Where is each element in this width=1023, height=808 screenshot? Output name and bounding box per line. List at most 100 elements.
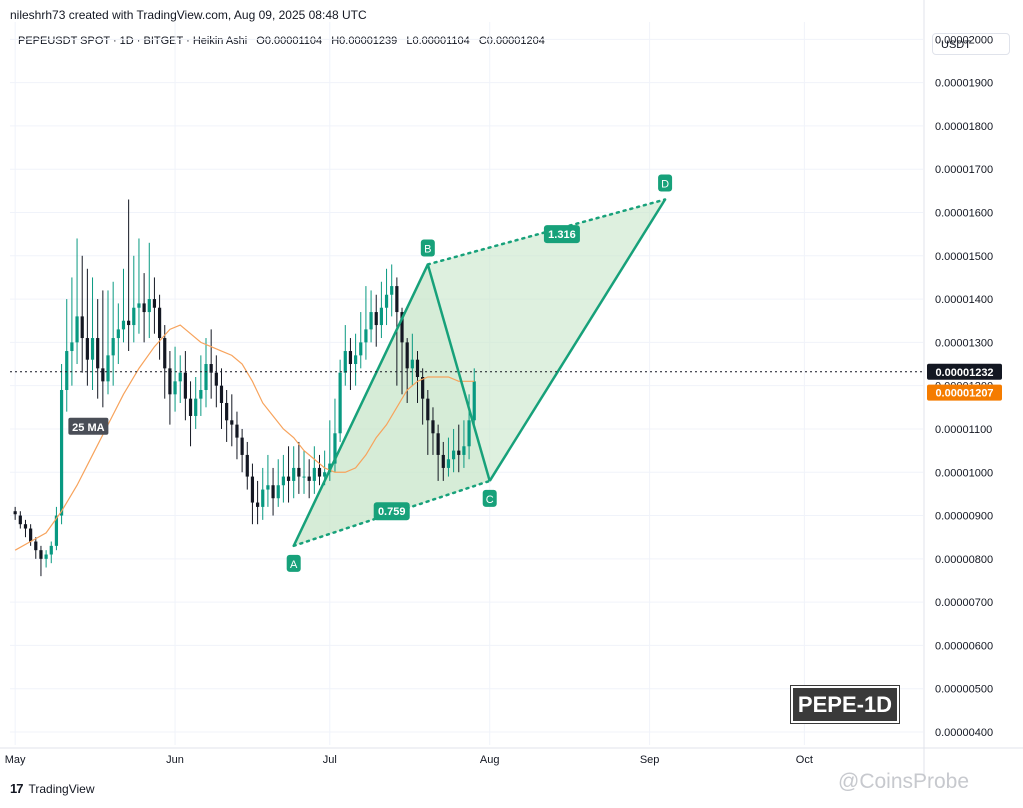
x-tick-label: Jul (323, 754, 337, 766)
tradingview-logo-text: TradingView (28, 781, 95, 796)
ohlc-open: O0.00001104 (256, 35, 323, 47)
candle-body (178, 372, 182, 382)
candle-body (323, 472, 327, 477)
candle-body (49, 545, 53, 555)
candle-body (199, 389, 203, 399)
pattern-point-label: D (661, 179, 669, 191)
pattern-dotted-leg (426, 198, 667, 266)
pattern-fill-abc (293, 264, 490, 546)
candle-body (96, 338, 100, 369)
candle-body (168, 368, 172, 395)
candle-body (116, 329, 120, 339)
candle-body (204, 364, 208, 390)
candle-body (13, 511, 17, 515)
tradingview-logo: 17 TradingView (10, 781, 95, 796)
candle-body (111, 338, 115, 356)
y-tick-label: 0.00000500 (935, 684, 993, 696)
ratio-label: 1.316 (548, 229, 576, 241)
candle-body (209, 364, 213, 373)
candle-body (90, 338, 95, 360)
candle-body (410, 359, 414, 369)
candle-body (359, 342, 363, 356)
candles-layer (13, 199, 476, 577)
y-tick-label: 0.00001600 (935, 207, 993, 219)
pattern-fill (293, 199, 666, 546)
candle-body (194, 398, 198, 416)
symbol-line: PEPEUSDT SPOT · 1D · BITGET · Heikin Ash… (18, 35, 248, 47)
candle-body (54, 515, 59, 546)
candle-body (106, 355, 110, 382)
candle-body (250, 476, 255, 503)
candle-body (317, 467, 322, 477)
candle-body (395, 286, 399, 313)
candle-body (338, 372, 342, 434)
y-tick-label: 0.00001900 (935, 78, 993, 90)
candle-body (348, 351, 353, 365)
currency-selector[interactable]: USDT (932, 33, 1010, 55)
candle-body (292, 467, 296, 481)
y-tick-label: 0.00001000 (935, 467, 993, 479)
y-tick-label: 0.00001800 (935, 121, 993, 133)
pattern-point-marker (420, 239, 435, 257)
y-tick-label: 0.00000700 (935, 597, 993, 609)
candle-body (452, 450, 456, 460)
candle-body (29, 528, 33, 542)
candle-body (467, 420, 471, 447)
candle-body (240, 437, 244, 455)
candle-body (121, 320, 126, 330)
candle-body (400, 312, 404, 343)
candle-body (188, 398, 193, 416)
candle-body (163, 338, 167, 369)
candle-body (343, 351, 347, 373)
candle-body (462, 446, 466, 455)
tradingview-icon: 17 (10, 781, 24, 796)
ma-label: 25 MA (72, 422, 104, 434)
candle-body (132, 307, 136, 326)
symbol-badge: PEPE-1D (791, 686, 899, 723)
candle-body (225, 402, 229, 421)
ma-label-box (68, 417, 109, 435)
ma-price-label: 0.00001207 (935, 388, 993, 400)
x-tick-label: Jun (166, 754, 184, 766)
watermark-text: @CoinsProbe (838, 770, 970, 793)
ohlc-close: C0.00001204 (478, 35, 545, 47)
candle-body (353, 355, 358, 365)
candle-body (457, 450, 461, 455)
pattern-fill-bcd (427, 199, 666, 481)
y-tick-label: 0.00000400 (935, 727, 993, 739)
candle-body (333, 433, 337, 464)
y-tick-label: 0.00001300 (935, 337, 993, 349)
candle-body (261, 489, 265, 507)
candle-body (59, 389, 64, 516)
candle-body (281, 476, 285, 486)
x-tick-label: Oct (796, 754, 813, 766)
candle-body (426, 398, 430, 421)
last-price-label: 0.00001232 (935, 367, 993, 379)
candle-body (245, 454, 249, 477)
candle-body (65, 351, 69, 390)
candle-body (70, 342, 74, 352)
x-tick-label: Sep (640, 754, 660, 766)
moving-average-layer (14, 324, 475, 551)
candle-body (379, 307, 383, 326)
candle-body (142, 303, 146, 313)
ohlc-high: H0.00001239 (331, 35, 398, 47)
pattern-point-label: C (486, 494, 494, 506)
candle-body (127, 320, 131, 326)
candle-body (421, 377, 425, 399)
candle-body (219, 385, 224, 403)
candle-body (312, 467, 316, 481)
candle-body (214, 372, 218, 386)
pattern-dotted-leg (292, 479, 491, 548)
pattern-point-label: B (424, 243, 431, 255)
candle-body (44, 554, 48, 559)
last-price-tag (927, 363, 1002, 380)
candle-body (441, 454, 445, 468)
candle-body (147, 299, 151, 313)
candle-body (255, 502, 260, 507)
harmonic-pattern (292, 198, 667, 548)
pattern-point-marker (658, 174, 673, 192)
candle-body (173, 381, 177, 395)
pattern-point-label: A (290, 559, 298, 571)
